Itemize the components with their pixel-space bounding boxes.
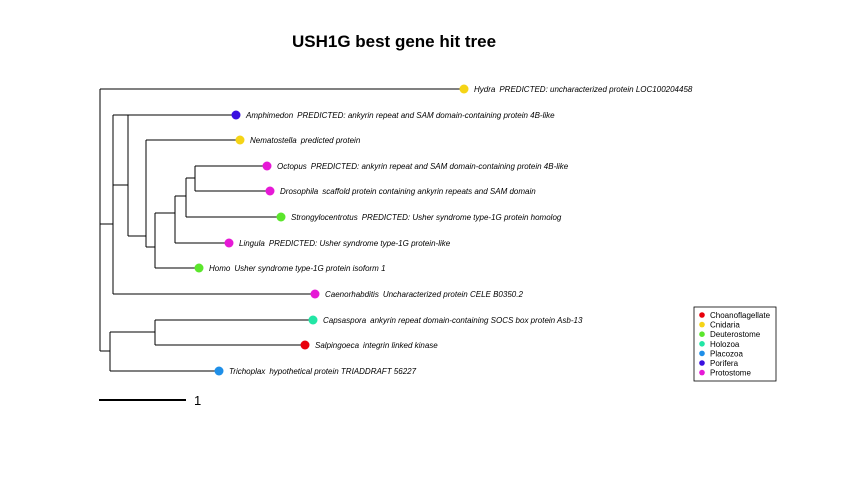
scale-bar-label: 1 xyxy=(194,393,201,408)
tip-marker xyxy=(194,263,204,273)
legend-item: Holozoa xyxy=(699,340,740,349)
tip-caenorhabditis: Caenorhabditis Uncharacterized protein CE… xyxy=(310,289,523,299)
tip-label: Trichoplax hypothetical protein TRIADDRAF… xyxy=(229,367,417,376)
tip-description: scaffold protein containing ankyrin repe… xyxy=(322,187,536,196)
legend-label: Protostome xyxy=(710,369,751,378)
tip-genus: Trichoplax xyxy=(229,367,266,376)
legend-swatch xyxy=(699,369,705,376)
tip-marker xyxy=(459,84,469,94)
tip-nematostella: Nematostella predicted protein xyxy=(235,135,361,145)
legend-item: Cnidaria xyxy=(699,321,740,330)
tip-marker xyxy=(276,212,286,222)
tip-hydra: Hydra PREDICTED: uncharacterized protein … xyxy=(459,84,693,94)
tip-marker xyxy=(235,135,245,145)
tip-salpingoeca: Salpingoeca integrin linked kinase xyxy=(300,340,438,350)
tip-marker xyxy=(265,186,275,196)
tip-label: Octopus PREDICTED: ankyrin repeat and SAM… xyxy=(277,162,569,171)
legend-swatch xyxy=(699,350,705,357)
tip-marker xyxy=(308,315,318,325)
tip-description: hypothetical protein TRIADDRAFT 56227 xyxy=(269,367,416,376)
tip-genus: Hydra xyxy=(474,85,496,94)
tip-label: Salpingoeca integrin linked kinase xyxy=(315,341,438,350)
scale-bar: 1 xyxy=(99,393,201,408)
legend-label: Deuterostome xyxy=(710,330,761,339)
tip-marker xyxy=(310,289,320,299)
tip-description: PREDICTED: ankyrin repeat and SAM domain… xyxy=(311,162,569,171)
legend-swatch xyxy=(699,331,705,338)
tip-marker xyxy=(224,238,234,248)
tip-marker xyxy=(231,110,241,120)
tip-genus: Nematostella xyxy=(250,136,297,145)
tip-description: PREDICTED: ankyrin repeat and SAM domain… xyxy=(297,111,555,120)
tree-branches xyxy=(99,88,464,372)
tip-genus: Capsaspora xyxy=(323,316,367,325)
legend-swatch xyxy=(699,321,705,328)
tip-description: Uncharacterized protein CELE B0350.2 xyxy=(383,290,524,299)
tip-label: Homo Usher syndrome type-1G protein isofo… xyxy=(209,264,386,273)
tip-label: Nematostella predicted protein xyxy=(250,136,361,145)
tip-trichoplax: Trichoplax hypothetical protein TRIADDRAF… xyxy=(214,366,417,376)
legend-item: Protostome xyxy=(699,369,751,378)
legend-item: Choanoflagellate xyxy=(699,311,771,320)
tip-genus: Drosophila xyxy=(280,187,319,196)
legend: ChoanoflagellateCnidariaDeuterostomeHolo… xyxy=(693,306,777,382)
legend-swatch xyxy=(699,341,705,347)
tip-label: Amphimedon PREDICTED: ankyrin repeat and … xyxy=(245,111,555,120)
tip-label: Lingula PREDICTED: Usher syndrome type-1G… xyxy=(239,239,451,248)
legend-item: Placozoa xyxy=(699,349,743,358)
legend-item: Porifera xyxy=(699,359,739,368)
tip-lingula: Lingula PREDICTED: Usher syndrome type-1G… xyxy=(224,238,451,248)
tip-genus: Caenorhabditis xyxy=(325,290,379,299)
tip-description: PREDICTED: Usher syndrome type-1G protei… xyxy=(269,239,451,248)
tip-description: predicted protein xyxy=(300,136,361,145)
tip-description: integrin linked kinase xyxy=(363,341,438,350)
tip-capsaspora: Capsaspora ankyrin repeat domain-containi… xyxy=(308,315,583,325)
tip-marker xyxy=(262,161,272,171)
tip-genus: Octopus xyxy=(277,162,307,171)
tip-description: Usher syndrome type-1G protein isoform 1 xyxy=(234,264,385,273)
tip-label: Drosophila scaffold protein containing an… xyxy=(280,187,536,196)
legend-item: Deuterostome xyxy=(699,330,761,339)
tip-genus: Strongylocentrotus xyxy=(291,213,358,222)
tip-label: Strongylocentrotus PREDICTED: Usher syndr… xyxy=(291,213,562,222)
tip-description: ankyrin repeat domain-containing SOCS bo… xyxy=(370,316,583,325)
tip-label: Hydra PREDICTED: uncharacterized protein … xyxy=(474,85,693,94)
tip-marker xyxy=(300,340,310,350)
tip-octopus: Octopus PREDICTED: ankyrin repeat and SAM… xyxy=(262,161,569,171)
chart-title: USH1G best gene hit tree xyxy=(292,32,496,51)
legend-swatch xyxy=(699,312,705,318)
tip-label: Caenorhabditis Uncharacterized protein CE… xyxy=(325,290,523,299)
tree-tips: Hydra PREDICTED: uncharacterized protein … xyxy=(194,84,693,376)
legend-label: Porifera xyxy=(710,359,739,368)
legend-box xyxy=(693,306,777,382)
tip-genus: Amphimedon xyxy=(245,111,294,120)
legend-label: Holozoa xyxy=(710,340,740,349)
legend-label: Cnidaria xyxy=(710,321,740,330)
tip-description: PREDICTED: Usher syndrome type-1G protei… xyxy=(362,213,562,222)
tip-genus: Homo xyxy=(209,264,231,273)
tip-drosophila: Drosophila scaffold protein containing an… xyxy=(265,186,536,196)
legend-swatch xyxy=(699,360,705,366)
tip-amphimedon: Amphimedon PREDICTED: ankyrin repeat and … xyxy=(231,110,555,120)
tip-genus: Salpingoeca xyxy=(315,341,360,350)
tip-genus: Lingula xyxy=(239,239,265,248)
legend-label: Choanoflagellate xyxy=(710,311,771,320)
tip-strongylocentrotus: Strongylocentrotus PREDICTED: Usher syndr… xyxy=(276,212,562,222)
legend-label: Placozoa xyxy=(710,349,743,358)
tip-marker xyxy=(214,366,224,376)
tip-label: Capsaspora ankyrin repeat domain-containi… xyxy=(323,316,583,325)
tip-homo: Homo Usher syndrome type-1G protein isofo… xyxy=(194,263,386,273)
tip-description: PREDICTED: uncharacterized protein LOC10… xyxy=(499,85,693,94)
